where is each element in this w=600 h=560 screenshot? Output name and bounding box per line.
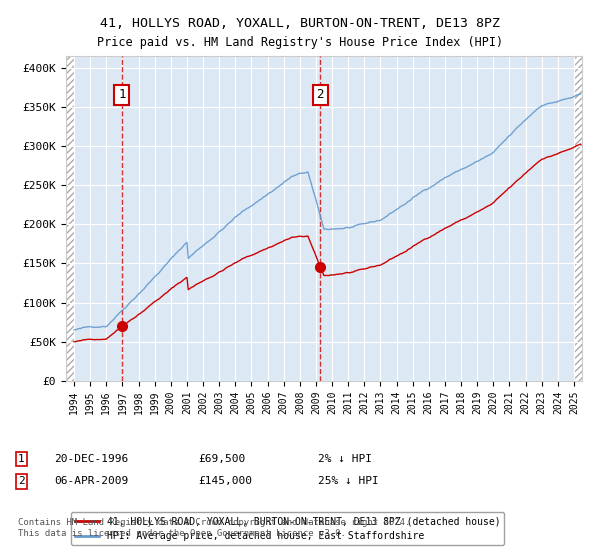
Text: 20-DEC-1996: 20-DEC-1996 (54, 454, 128, 464)
Text: 1: 1 (18, 454, 25, 464)
Bar (574, 56, 582, 381)
Text: £145,000: £145,000 (198, 477, 252, 487)
Text: 2% ↓ HPI: 2% ↓ HPI (318, 454, 372, 464)
Text: £69,500: £69,500 (198, 454, 245, 464)
Bar (66, 56, 74, 381)
Text: 2: 2 (18, 477, 25, 487)
Text: 25% ↓ HPI: 25% ↓ HPI (318, 477, 379, 487)
Legend: 41, HOLLYS ROAD, YOXALL, BURTON-ON-TRENT, DE13 8PZ (detached house), HPI: Averag: 41, HOLLYS ROAD, YOXALL, BURTON-ON-TRENT… (71, 512, 505, 545)
Text: Contains HM Land Registry data © Crown copyright and database right 2024.
This d: Contains HM Land Registry data © Crown c… (18, 518, 410, 538)
Text: Price paid vs. HM Land Registry's House Price Index (HPI): Price paid vs. HM Land Registry's House … (97, 36, 503, 49)
Text: 06-APR-2009: 06-APR-2009 (54, 477, 128, 487)
Text: 1: 1 (118, 88, 126, 101)
Text: 41, HOLLYS ROAD, YOXALL, BURTON-ON-TRENT, DE13 8PZ: 41, HOLLYS ROAD, YOXALL, BURTON-ON-TRENT… (100, 17, 500, 30)
Text: 2: 2 (317, 88, 324, 101)
